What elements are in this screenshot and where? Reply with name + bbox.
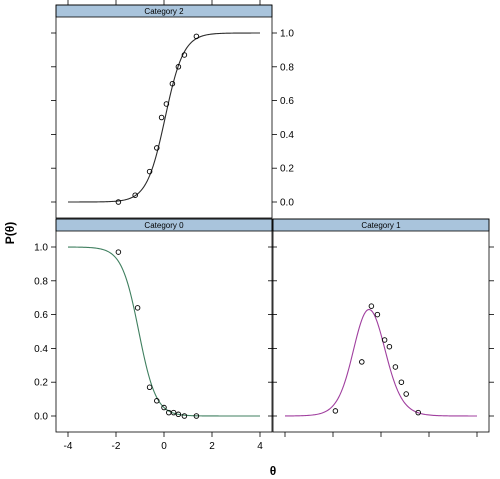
- data-point: [359, 359, 365, 365]
- x-tick-label: 0: [161, 441, 167, 452]
- x-axis-title: θ: [270, 464, 277, 478]
- data-point: [158, 114, 165, 121]
- panel-background: [56, 5, 272, 218]
- series-line-category-0: [67, 246, 260, 417]
- data-point: [161, 404, 167, 411]
- data-point: [163, 101, 170, 107]
- series-line-category-1: [284, 308, 477, 417]
- data-point: [193, 33, 200, 40]
- data-point: [392, 364, 399, 370]
- data-point: [386, 343, 393, 350]
- data-point: [332, 408, 339, 414]
- data-point: [175, 411, 182, 418]
- data-point: [403, 391, 409, 397]
- y-axes-group: 0.0 0.2 0.4 0.6 0.8 1.0 0.0 0.2 0.4 0.6 0.8 1.0: [34, 29, 494, 423]
- data-point: [146, 168, 153, 175]
- data-point: [154, 145, 160, 151]
- y-tick-label: 0.4: [34, 344, 48, 355]
- panel-strip-label: Category 1: [361, 221, 401, 230]
- data-point: [415, 409, 421, 416]
- data-point: [181, 52, 188, 58]
- y-tick-label: 0.6: [280, 96, 294, 107]
- data-point: [170, 409, 177, 416]
- series-line-category-2: [67, 32, 260, 203]
- y-axis-title: P(θ): [3, 222, 17, 244]
- data-point: [368, 303, 375, 309]
- x-axes-group: -4 -2 0 2 4: [64, 0, 478, 452]
- data-point: [181, 413, 188, 419]
- panels-group: Category 2 Category 0 Category 1: [55, 4, 490, 433]
- data-point: [132, 192, 138, 198]
- y-tick-label: 0.0: [34, 412, 48, 423]
- data-point: [175, 64, 182, 70]
- panel-category-1: Category 1: [272, 218, 490, 433]
- y-tick-label: 0.4: [280, 130, 294, 141]
- panel-strip-label: Category 2: [144, 7, 184, 16]
- y-tick-label: 0.8: [280, 62, 294, 73]
- y-tick-label: 0.0: [280, 198, 294, 209]
- panel-category-0: Category 0: [55, 218, 273, 433]
- panel-category-2: Category 2: [55, 4, 273, 219]
- x-tick-label: -4: [64, 441, 73, 452]
- y-tick-label: 1.0: [280, 29, 294, 40]
- data-point: [374, 311, 381, 318]
- y-tick-label: 0.6: [34, 310, 48, 321]
- panel-background: [273, 219, 489, 432]
- x-tick-label: 4: [257, 441, 263, 452]
- data-point: [134, 305, 141, 311]
- data-point: [115, 199, 122, 205]
- data-point: [381, 337, 388, 343]
- data-point: [398, 379, 405, 385]
- panel-strip-label: Category 0: [144, 221, 184, 230]
- data-point: [115, 249, 122, 255]
- y-tick-label: 0.2: [280, 164, 294, 175]
- data-point: [146, 384, 153, 391]
- data-point: [193, 413, 200, 419]
- panel-background: [56, 219, 272, 432]
- data-point: [169, 80, 176, 87]
- x-tick-label: 2: [209, 441, 215, 452]
- data-point: [154, 398, 160, 404]
- x-tick-label: -2: [112, 441, 121, 452]
- y-tick-label: 0.8: [34, 276, 48, 287]
- y-tick-label: 0.2: [34, 378, 48, 389]
- y-tick-label: 1.0: [34, 243, 48, 254]
